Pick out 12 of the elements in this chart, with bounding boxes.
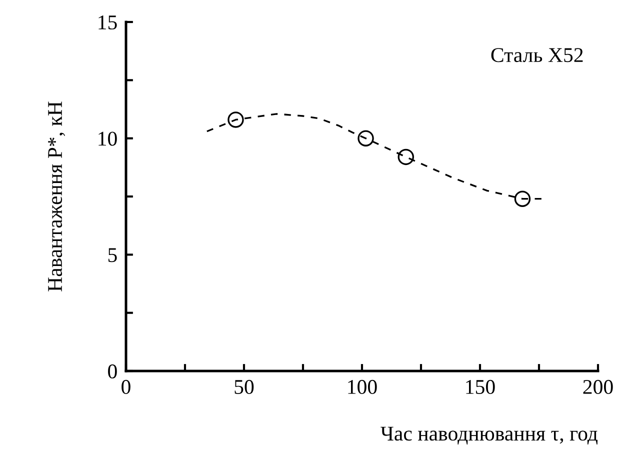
y-tick-label: 0: [108, 364, 117, 378]
y-axis-title: Навантаження P*, кН: [48, 102, 66, 292]
x-tick-label: 50: [234, 380, 254, 394]
y-tick-label: 10: [98, 132, 117, 146]
x-tick-label: 100: [348, 380, 377, 394]
x-axis-title: Час наводнювання τ, год: [380, 426, 598, 444]
y-tick-label: 5: [108, 248, 117, 262]
x-tick-label: 0: [122, 380, 130, 394]
x-tick-label: 200: [583, 380, 613, 394]
x-tick-label: 150: [466, 380, 495, 394]
y-tick-label: 15: [98, 15, 117, 30]
annotation: Сталь X52: [491, 48, 583, 62]
